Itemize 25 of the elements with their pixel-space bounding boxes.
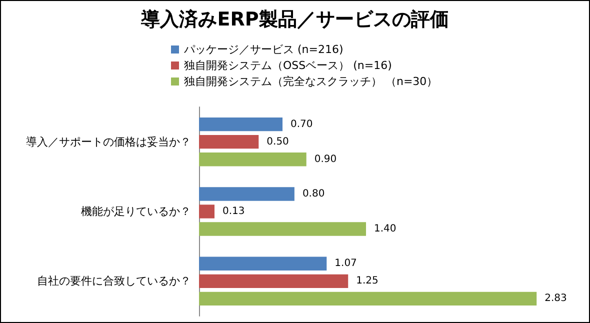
legend-label: 独自開発システム（OSSベース） (n=16): [184, 59, 392, 72]
bar: [199, 134, 259, 149]
legend-label: パッケージ／サービス (n=216): [183, 43, 344, 56]
y-tick-label: 自社の要件に合致しているか？: [37, 274, 191, 288]
y-tick-label: 機能が足りているか？: [81, 205, 191, 218]
bar: [199, 152, 306, 166]
bar: [199, 274, 348, 288]
data-label: 0.50: [266, 136, 289, 148]
data-label: 0.80: [302, 188, 325, 200]
data-label: 0.90: [314, 154, 337, 165]
data-label: 1.40: [374, 224, 396, 235]
data-label: 1.07: [334, 258, 357, 270]
bar: [199, 204, 215, 218]
y-tick-label: 導入／サポートの価格は妥当か？: [26, 135, 191, 148]
data-label: 2.83: [544, 293, 567, 304]
bar: [199, 256, 327, 270]
data-label: 0.13: [222, 206, 245, 217]
bar: [199, 187, 294, 201]
bar: [199, 292, 537, 306]
bar: [199, 117, 283, 132]
legend-label: 独自開発システム（完全なスクラッチ） （n=30）: [184, 75, 438, 88]
chart-title: 導入済みERP製品／サービスの評価: [140, 8, 449, 30]
data-label: 0.70: [290, 118, 313, 130]
data-label: 1.25: [356, 276, 378, 287]
bar: [199, 222, 366, 236]
